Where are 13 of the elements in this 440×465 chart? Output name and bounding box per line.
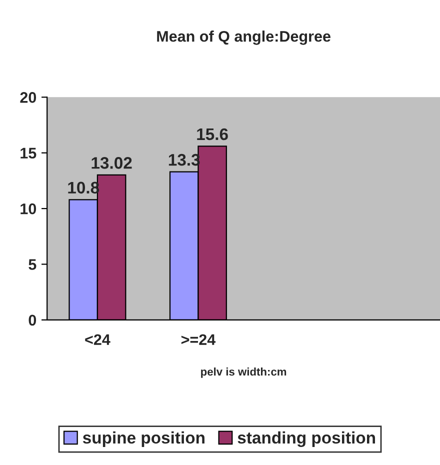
legend-label: supine position: [82, 431, 204, 447]
y-tick-label: 20: [20, 92, 36, 103]
y-tick-label: 5: [28, 259, 36, 270]
chart-title: Mean of Q angle:Degree: [157, 30, 330, 45]
x-axis-title: pelv is width:cm: [201, 367, 286, 378]
data-label: 15.6: [197, 128, 228, 140]
x-tick-label: <24: [85, 334, 110, 345]
x-tick-label: >=24: [181, 334, 216, 345]
y-tick-label: 15: [20, 148, 36, 159]
legend-label: standing position: [238, 431, 375, 448]
y-tick-label: 10: [20, 203, 36, 214]
data-label: 13.02: [92, 157, 132, 169]
y-tick-label: 0: [28, 314, 36, 326]
